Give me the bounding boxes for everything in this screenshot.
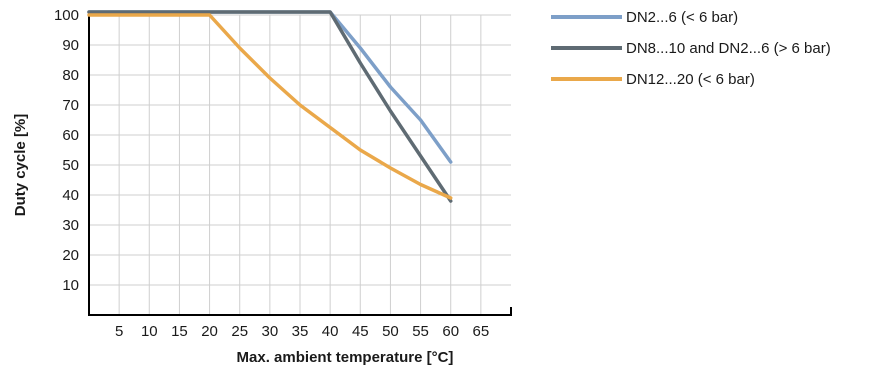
x-tick-label-10: 10: [141, 323, 158, 340]
x-tick-label-15: 15: [171, 323, 188, 340]
y-tick-label-60: 60: [62, 127, 79, 144]
x-tick-label-40: 40: [322, 323, 339, 340]
y-tick-label-40: 40: [62, 187, 79, 204]
y-tick-label-20: 20: [62, 247, 79, 264]
x-tick-label-60: 60: [442, 323, 459, 340]
x-tick-label-30: 30: [262, 323, 279, 340]
series-lines: [87, 10, 453, 203]
x-tick-label-45: 45: [352, 323, 369, 340]
y-tick-label-80: 80: [62, 67, 79, 84]
x-tick-label-25: 25: [231, 323, 248, 340]
y-tick-label-30: 30: [62, 217, 79, 234]
axes: [88, 13, 512, 316]
x-tick-label-55: 55: [412, 323, 429, 340]
y-axis-title: Duty cycle [%]: [12, 114, 29, 217]
x-tick-label-5: 5: [115, 323, 123, 340]
y-tick-label-10: 10: [62, 277, 79, 294]
grid-lines: [89, 14, 511, 315]
legend-label-1: DN2...6 (< 6 bar): [626, 9, 738, 26]
x-tick-label-50: 50: [382, 323, 399, 340]
y-tick-label-70: 70: [62, 97, 79, 114]
y-tick-label-90: 90: [62, 37, 79, 54]
x-axis-title: Max. ambient temperature [°C]: [237, 349, 454, 366]
legend: DN2...6 (< 6 bar) DN8...10 and DN2...6 (>…: [551, 9, 831, 88]
x-tick-label-65: 65: [473, 323, 490, 340]
legend-label-3: DN12...20 (< 6 bar): [626, 71, 755, 88]
y-tick-label-100: 100: [54, 7, 79, 24]
legend-label-2: DN8...10 and DN2...6 (> 6 bar): [626, 40, 831, 57]
y-tick-label-50: 50: [62, 157, 79, 174]
series-line-2: [87, 10, 453, 203]
tick-labels: 10 20 30 40 50 60 70 80 90 100 5 10 15 20 25 30 35 40 45 50…: [54, 7, 489, 340]
x-tick-label-35: 35: [292, 323, 309, 340]
x-tick-label-20: 20: [201, 323, 218, 340]
series-line-3: [87, 13, 453, 200]
